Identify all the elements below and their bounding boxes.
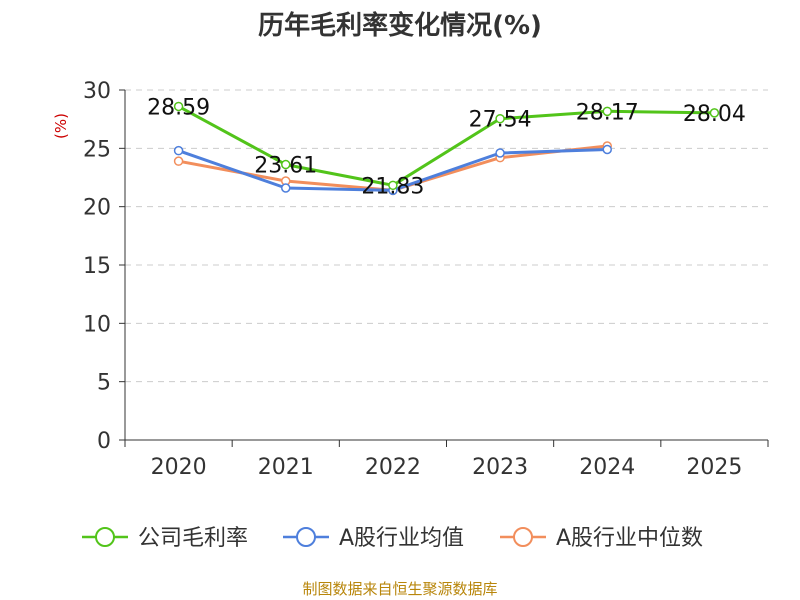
x-tick-label: 2023: [472, 455, 528, 480]
y-axis-unit: (%): [52, 113, 70, 139]
data-label: 23.61: [254, 154, 317, 179]
y-tick-label: 30: [83, 79, 111, 104]
legend-marker: [513, 527, 533, 547]
legend-marker: [296, 527, 316, 547]
y-tick-label: 10: [83, 312, 111, 337]
source-note: 制图数据来自恒生聚源数据库: [302, 580, 497, 598]
data-labels: 28.59 23.61 21.83 27.54 28.17 28.04: [147, 95, 746, 199]
data-label: 28.17: [576, 100, 639, 125]
data-label: 28.59: [147, 95, 210, 120]
legend-label: A股行业均值: [339, 526, 464, 551]
legend-marker: [95, 527, 115, 547]
y-tick-label: 25: [83, 137, 111, 162]
data-point: [173, 101, 184, 112]
y-tick-label: 0: [97, 429, 111, 454]
series-line-0: [177, 105, 715, 187]
legend-label: 公司毛利率: [138, 526, 248, 551]
x-tick-label: 2022: [365, 455, 421, 480]
data-point: [173, 145, 184, 156]
data-point: [281, 159, 291, 170]
data-point: [709, 108, 720, 118]
x-tick-label: 2020: [151, 455, 207, 480]
data-point: [495, 148, 505, 158]
grid-lines: [125, 89, 768, 383]
data-point: [388, 180, 398, 191]
x-tick-label: 2024: [579, 455, 635, 480]
data-label: 21.83: [361, 174, 424, 199]
x-tick-label: 2025: [686, 455, 742, 480]
legend: 公司毛利率 A股行业均值 A股行业中位数: [82, 526, 703, 551]
series-group: [173, 101, 720, 196]
y-tick-label: 5: [97, 371, 111, 396]
data-point: [173, 156, 184, 166]
data-label: 28.04: [683, 102, 746, 127]
y-tick-label: 20: [83, 196, 111, 221]
chart-title: 历年毛利率变化情况(%): [258, 10, 542, 41]
legend-label: A股行业中位数: [556, 526, 703, 551]
y-tick-label: 15: [83, 254, 111, 279]
data-label: 27.54: [469, 108, 532, 133]
data-point: [281, 183, 291, 193]
data-point: [602, 144, 612, 155]
data-point: [602, 106, 612, 117]
x-tick-label: 2021: [258, 455, 314, 480]
data-point: [495, 113, 505, 124]
